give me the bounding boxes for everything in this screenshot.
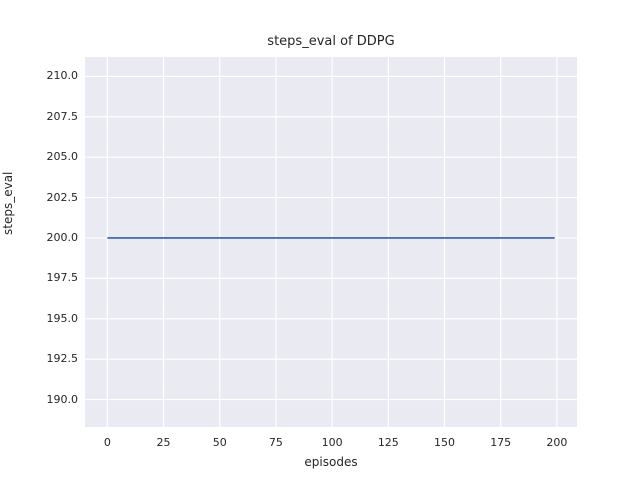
y-tick-label: 190.0	[46, 392, 79, 406]
plot-area	[85, 57, 577, 427]
y-axis-label: steps_eval	[1, 171, 15, 235]
x-tick-label: 100	[321, 436, 343, 449]
y-tick-label: 207.5	[46, 109, 79, 123]
x-tick-label: 75	[268, 436, 283, 449]
chart-title: steps_eval of DDPG	[267, 34, 395, 49]
x-tick-label: 125	[377, 436, 399, 449]
y-tick-label: 210.0	[46, 69, 79, 83]
x-axis-label: episodes	[304, 455, 358, 469]
y-tick-label: 200.0	[46, 230, 79, 244]
y-tick-label: 202.5	[46, 190, 79, 204]
y-tick-label: 192.5	[46, 352, 79, 366]
y-tick-label: 195.0	[46, 311, 79, 325]
x-tick-label: 150	[434, 436, 455, 449]
x-tick-label: 200	[546, 436, 568, 449]
x-tick-label: 25	[156, 436, 171, 449]
y-tick-label: 197.5	[46, 271, 79, 285]
x-tick-label: 50	[212, 436, 227, 449]
x-tick-label: 0	[103, 436, 111, 449]
x-tick-label: 175	[490, 436, 512, 449]
y-tick-label: 205.0	[46, 150, 79, 164]
